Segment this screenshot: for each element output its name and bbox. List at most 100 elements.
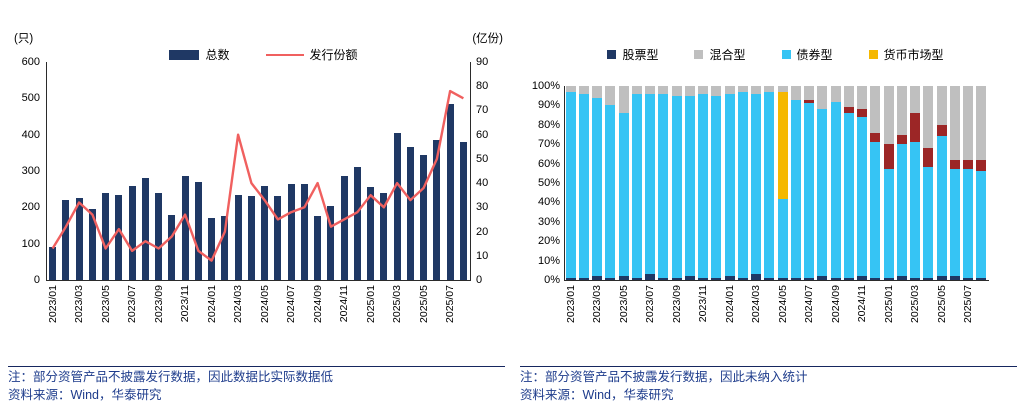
y-tick-label: 30% bbox=[537, 215, 560, 228]
right-axis-unit-label: (亿份) bbox=[472, 33, 503, 45]
segment-混合型 bbox=[565, 86, 576, 92]
count-bar bbox=[181, 176, 189, 280]
segment-股票型 bbox=[724, 276, 735, 280]
x-tick-label: 2024/11 bbox=[338, 284, 351, 322]
structure-stacked-chart: 0% 10% 20% 30% 40% 50% 60% 70% 80% 90% 100% 2023/01… bbox=[518, 0, 1023, 413]
segment-混合型 bbox=[936, 86, 947, 125]
segment-股票型 bbox=[658, 278, 669, 280]
count-bar bbox=[234, 194, 242, 280]
segment-债券型 bbox=[910, 142, 921, 279]
segment-股票型 bbox=[949, 276, 960, 280]
x-tick-label: 2024/01 bbox=[723, 284, 736, 323]
y-left-tick-label: 200 bbox=[21, 201, 40, 214]
x-tick-label: 2023/09 bbox=[670, 284, 683, 323]
bottom-axis-line bbox=[46, 280, 471, 281]
segment-混合型 bbox=[724, 86, 735, 94]
x-tick-label: 2023/01 bbox=[46, 284, 59, 323]
segment-混合型 bbox=[711, 86, 722, 96]
x-tick-label: 2024/03 bbox=[750, 284, 763, 323]
y-right-tick-label: 80 bbox=[476, 80, 489, 93]
segment-债券型 bbox=[923, 167, 934, 279]
y-tick-label: 0% bbox=[544, 274, 560, 286]
count-bar bbox=[221, 216, 229, 280]
footer-divider bbox=[8, 366, 505, 367]
x-tick-label: 2023/07 bbox=[644, 284, 657, 323]
legend-item: 总数 bbox=[169, 46, 230, 63]
square-swatch-icon bbox=[781, 50, 791, 59]
square-swatch-icon bbox=[607, 50, 617, 59]
legend-label: 股票型 bbox=[622, 48, 659, 62]
segment-债券型 bbox=[592, 97, 603, 277]
footer-divider bbox=[520, 366, 1017, 367]
segment-股票型 bbox=[790, 278, 801, 280]
segment-unlabeled-dark-red bbox=[870, 132, 881, 143]
segment-unlabeled-dark-red bbox=[843, 107, 854, 114]
left-chart-legend: 总数 发行份额 bbox=[46, 46, 481, 63]
segment-股票型 bbox=[870, 278, 881, 280]
x-tick-label: 2023/11 bbox=[697, 284, 710, 322]
y-left-tick-label: 0 bbox=[33, 274, 40, 286]
segment-股票型 bbox=[910, 278, 921, 280]
y-right-tick-label: 60 bbox=[476, 128, 489, 141]
segment-债券型 bbox=[804, 103, 815, 279]
y-tick-label: 70% bbox=[537, 138, 560, 151]
y-left-tick-label: 400 bbox=[21, 128, 40, 141]
segment-unlabeled-dark-red bbox=[910, 113, 921, 143]
y-left-tick-label: 100 bbox=[21, 237, 40, 250]
segment-混合型 bbox=[684, 86, 695, 96]
x-tick-label: 2023/03 bbox=[591, 284, 604, 323]
count-bar bbox=[115, 194, 123, 280]
right-chart-source: 资料来源：Wind，华泰研究 bbox=[520, 388, 674, 402]
segment-股票型 bbox=[592, 276, 603, 280]
count-bar bbox=[247, 196, 255, 280]
y-tick-label: 60% bbox=[537, 157, 560, 170]
x-tick-label: 2023/01 bbox=[564, 284, 577, 323]
segment-债券型 bbox=[817, 109, 828, 277]
count-bar bbox=[367, 187, 375, 280]
segment-债券型 bbox=[963, 169, 974, 279]
count-bar bbox=[208, 218, 216, 280]
right-chart-panel: 股票型 混合型 债券型 货币市场型 0% 10% 20% 30% 40% 50% 60% 70% 80… bbox=[518, 0, 1023, 413]
y-tick-label: 20% bbox=[537, 235, 560, 248]
segment-股票型 bbox=[963, 278, 974, 280]
left-chart-source: 资料来源：Wind，华泰研究 bbox=[8, 388, 162, 402]
segment-债券型 bbox=[777, 198, 788, 279]
issue-share-line bbox=[51, 89, 464, 262]
segment-unlabeled-dark-red bbox=[936, 124, 947, 137]
x-tick-label: 2025/03 bbox=[909, 284, 922, 323]
segment-股票型 bbox=[830, 278, 841, 280]
count-bar bbox=[380, 192, 388, 280]
count-bar bbox=[459, 141, 467, 280]
segment-股票型 bbox=[896, 276, 907, 280]
segment-债券型 bbox=[936, 136, 947, 277]
segment-混合型 bbox=[751, 86, 762, 94]
x-tick-label: 2023/03 bbox=[73, 284, 86, 323]
x-tick-label: 2025/01 bbox=[364, 284, 377, 323]
count-bar bbox=[88, 209, 96, 280]
segment-混合型 bbox=[618, 86, 629, 114]
x-tick-label: 2023/05 bbox=[99, 284, 112, 323]
segment-股票型 bbox=[684, 276, 695, 280]
segment-混合型 bbox=[698, 86, 709, 94]
x-tick-label: 2024/07 bbox=[285, 284, 298, 323]
segment-债券型 bbox=[883, 169, 894, 279]
x-tick-label: 2023/11 bbox=[179, 284, 192, 322]
segment-股票型 bbox=[777, 278, 788, 280]
segment-债券型 bbox=[578, 93, 589, 279]
x-tick-label: 2024/05 bbox=[776, 284, 789, 323]
count-bar bbox=[155, 192, 163, 280]
y-right-tick-label: 50 bbox=[476, 152, 489, 165]
segment-债券型 bbox=[764, 91, 775, 279]
y-right-tick-label: 10 bbox=[476, 249, 489, 262]
segment-债券型 bbox=[949, 169, 960, 277]
x-tick-label: 2025/03 bbox=[391, 284, 404, 323]
y-left-tick-label: 500 bbox=[21, 92, 40, 105]
segment-股票型 bbox=[618, 276, 629, 280]
segment-股票型 bbox=[578, 278, 589, 280]
segment-债券型 bbox=[698, 93, 709, 279]
right-chart-footer: 注：部分资管产品不披露发行数据，因此未纳入统计 资料来源：Wind，华泰研究 bbox=[520, 366, 1017, 403]
x-tick-label: 2024/07 bbox=[803, 284, 816, 323]
count-bar bbox=[406, 147, 414, 280]
segment-混合型 bbox=[790, 86, 801, 100]
x-tick-label: 2025/05 bbox=[935, 284, 948, 323]
